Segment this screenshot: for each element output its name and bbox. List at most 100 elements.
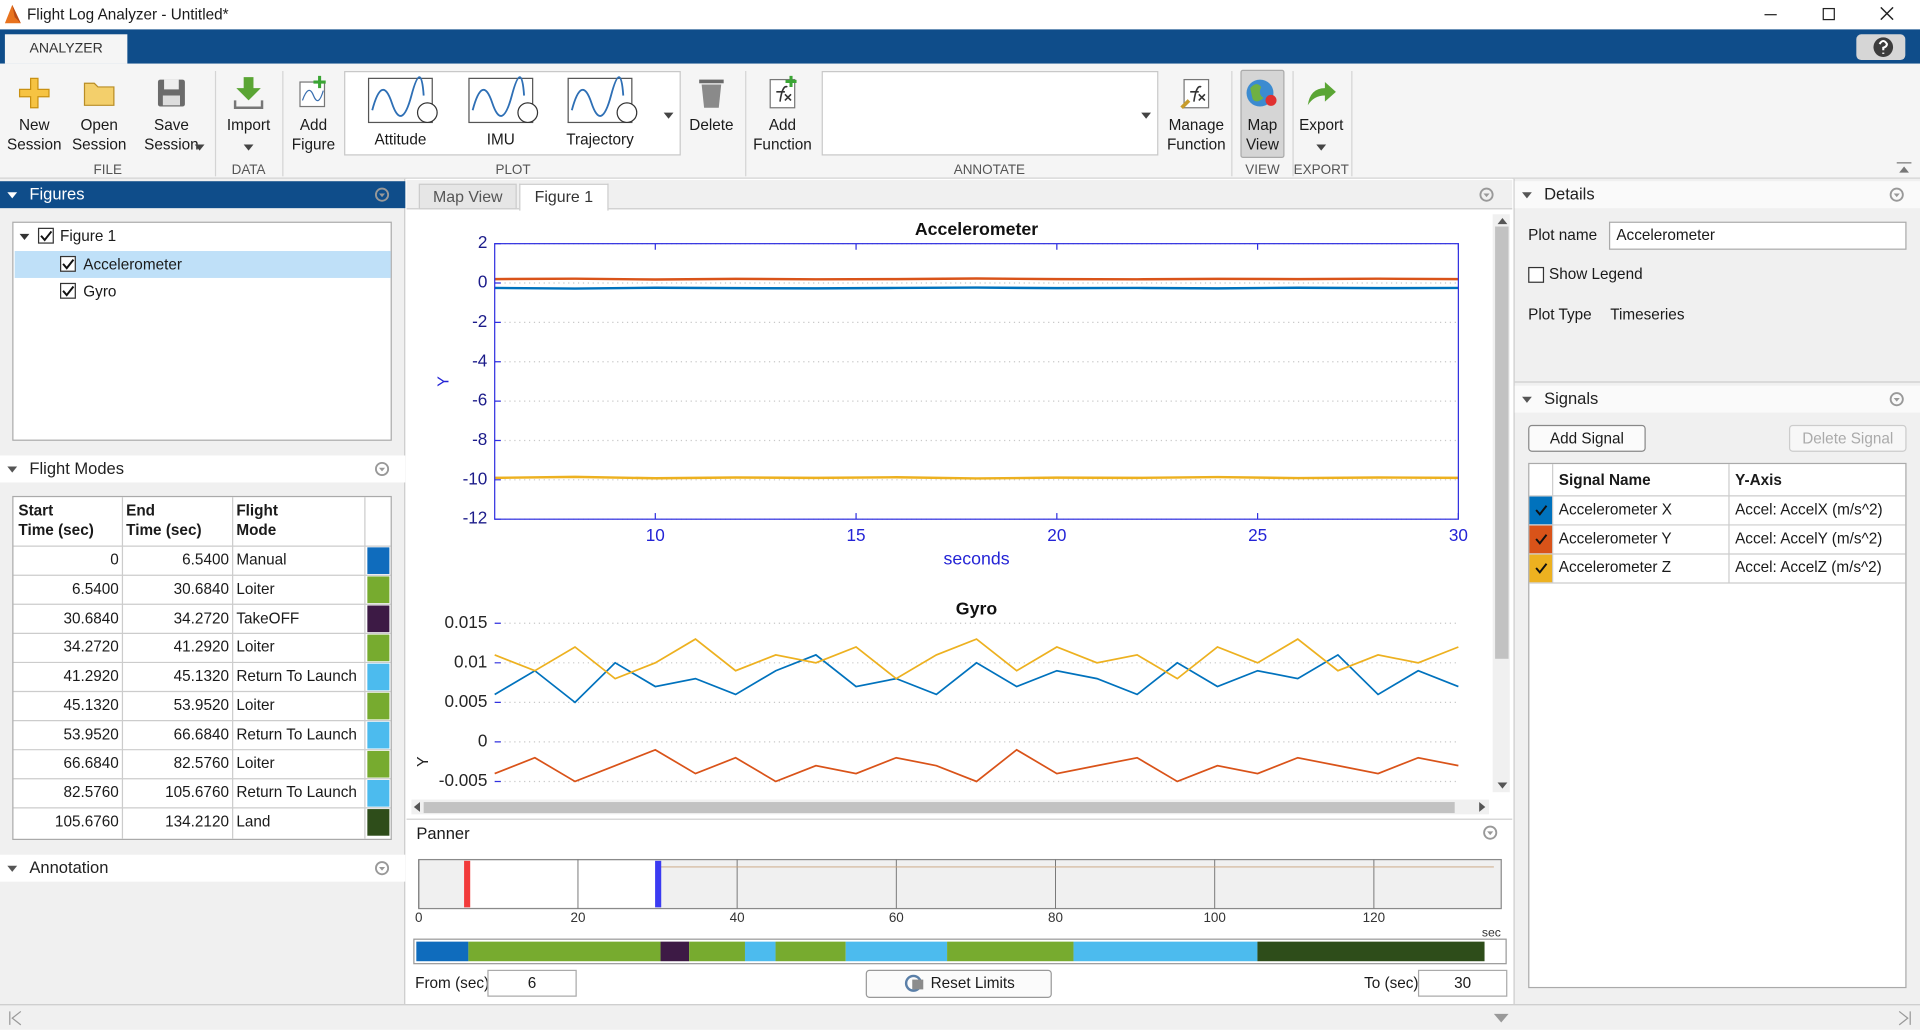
column-header: Time (sec) bbox=[126, 521, 202, 539]
checkbox[interactable] bbox=[1533, 560, 1549, 576]
button-label: Session bbox=[71, 135, 127, 154]
button-label: Add bbox=[768, 116, 797, 134]
close-button bbox=[1880, 6, 1894, 21]
to-label: To (sec) bbox=[1364, 974, 1419, 992]
column-header: Time (sec) bbox=[18, 521, 94, 539]
field-label: Plot name bbox=[1528, 226, 1598, 244]
button-label: Session bbox=[144, 135, 199, 154]
field-label: Plot Type bbox=[1528, 306, 1592, 324]
cell: Land bbox=[236, 812, 271, 830]
checkbox[interactable] bbox=[37, 227, 54, 244]
button-label: Map bbox=[1247, 116, 1278, 134]
plot-name-input[interactable]: Accelerometer bbox=[1608, 221, 1907, 250]
section-label: ANNOTATE bbox=[953, 162, 1026, 178]
section-label: PLOT bbox=[495, 162, 531, 178]
cell: 0 bbox=[110, 551, 119, 569]
cell: 134.2120 bbox=[165, 812, 229, 830]
cell: 41.2920 bbox=[173, 638, 229, 656]
cell: 6.5400 bbox=[71, 580, 119, 598]
cell: TakeOFF bbox=[236, 609, 300, 627]
h-scroll-thumb[interactable] bbox=[423, 802, 1455, 814]
toolstrip-button[interactable] bbox=[1288, 69, 1354, 157]
restore-button bbox=[1822, 7, 1835, 21]
flight-modes-header: Flight Modes bbox=[0, 455, 406, 483]
details-header: Details bbox=[1514, 181, 1920, 209]
button-label: Open bbox=[80, 116, 118, 134]
checkbox[interactable] bbox=[60, 255, 76, 272]
v-scroll-thumb[interactable] bbox=[1495, 226, 1509, 659]
section-label: EXPORT bbox=[1293, 162, 1349, 178]
figure-tab[interactable]: Figure 1 bbox=[519, 183, 609, 211]
cell: 45.1320 bbox=[173, 667, 229, 685]
button-label: Function bbox=[1166, 135, 1226, 154]
window-title: Flight Log Analyzer - Untitled* bbox=[26, 6, 229, 24]
button-label: Function bbox=[753, 135, 812, 154]
column-header: Y-Axis bbox=[1735, 471, 1782, 489]
cell: 66.6840 bbox=[63, 754, 119, 772]
button-label: Import bbox=[226, 116, 271, 134]
checkbox[interactable] bbox=[1533, 531, 1549, 547]
section-label: FILE bbox=[93, 162, 122, 178]
column-header: Signal Name bbox=[1558, 471, 1651, 489]
checkbox-label[interactable]: Show Legend bbox=[1548, 265, 1643, 283]
button-label: Delete bbox=[689, 116, 734, 134]
figure-tab[interactable]: Map View bbox=[418, 183, 517, 210]
cell: 82.5760 bbox=[173, 754, 229, 772]
cell: 105.6760 bbox=[165, 783, 229, 801]
cell: 53.9520 bbox=[173, 696, 229, 714]
column-header: Mode bbox=[236, 521, 277, 539]
help-button[interactable] bbox=[1856, 34, 1906, 61]
gallery-label: Attitude bbox=[374, 131, 427, 149]
tab[interactable]: ANALYZER bbox=[4, 34, 128, 64]
cell: 30.6840 bbox=[173, 580, 229, 598]
field-value: Timeseries bbox=[1610, 306, 1685, 324]
add-signal-button[interactable]: Add Signal bbox=[1528, 424, 1646, 452]
signals-table bbox=[1528, 462, 1907, 989]
cell: Accel: AccelZ (m/s^2) bbox=[1735, 558, 1882, 576]
button-label: Figure bbox=[291, 135, 336, 154]
to-input[interactable]: 30 bbox=[1417, 969, 1508, 997]
panner-title: Panner bbox=[416, 824, 470, 843]
checkbox[interactable] bbox=[1528, 266, 1545, 283]
cell: Return To Launch bbox=[236, 667, 357, 685]
app-icon bbox=[4, 4, 21, 24]
checkbox[interactable] bbox=[1533, 502, 1549, 518]
cell: 45.1320 bbox=[63, 696, 119, 714]
reset-button[interactable]: Reset Limits bbox=[865, 969, 1052, 998]
gallery-label: IMU bbox=[486, 131, 515, 149]
cell: Manual bbox=[236, 551, 287, 569]
button-label: View bbox=[1245, 135, 1279, 154]
tree-selection bbox=[14, 251, 391, 278]
cell: 30.6840 bbox=[63, 609, 119, 627]
tree-item[interactable]: Accelerometer bbox=[83, 255, 182, 274]
column-header: Flight bbox=[236, 502, 278, 520]
tree-item[interactable]: Figure 1 bbox=[60, 227, 117, 245]
button-label: Manage bbox=[1168, 116, 1224, 134]
cell: Accelerometer X bbox=[1558, 500, 1672, 518]
section-label: VIEW bbox=[1245, 162, 1280, 178]
cell: Return To Launch bbox=[236, 783, 357, 801]
from-input[interactable]: 6 bbox=[487, 969, 577, 997]
button-label: New bbox=[18, 116, 50, 134]
cell: Accelerometer Z bbox=[1558, 558, 1672, 576]
tree-item[interactable]: Gyro bbox=[83, 282, 117, 301]
delete-signal-button[interactable]: Delete Signal bbox=[1788, 424, 1907, 452]
cell: 34.2720 bbox=[63, 638, 119, 656]
cell: 6.5400 bbox=[182, 551, 229, 569]
cell: Loiter bbox=[236, 754, 275, 772]
button-label: Export bbox=[1299, 116, 1344, 134]
cell: Return To Launch bbox=[236, 725, 357, 743]
annotate-gallery bbox=[821, 71, 1159, 156]
signals-header: Signals bbox=[1514, 385, 1920, 413]
gallery-label: Trajectory bbox=[566, 131, 634, 149]
column-header: End bbox=[126, 502, 156, 520]
from-label: From (sec) bbox=[415, 974, 490, 992]
cell: 41.2920 bbox=[63, 667, 119, 685]
tab-strip bbox=[0, 29, 1920, 64]
checkbox[interactable] bbox=[60, 282, 76, 299]
cell: Accel: AccelY (m/s^2) bbox=[1735, 529, 1883, 547]
cell: Loiter bbox=[236, 696, 275, 714]
status-bar bbox=[0, 1004, 1920, 1030]
figure-area bbox=[406, 178, 1513, 1005]
